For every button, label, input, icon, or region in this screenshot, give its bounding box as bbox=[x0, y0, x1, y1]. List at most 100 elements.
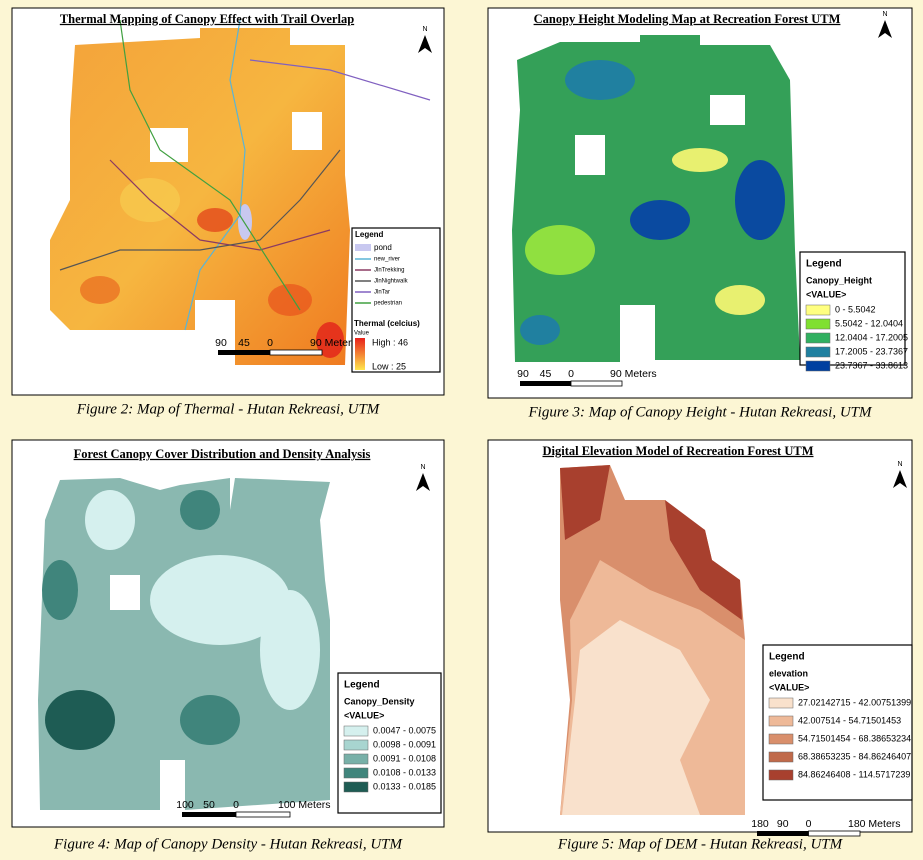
caption: Figure 5: Map of DEM - Hutan Rekreasi, U… bbox=[557, 836, 844, 852]
legend-label: JlnTar bbox=[374, 290, 390, 296]
legend-title: Legend bbox=[806, 259, 842, 270]
legend-label: 0.0108 - 0.0133 bbox=[373, 767, 436, 777]
north-arrow bbox=[418, 35, 432, 53]
legend-label: pedestrian bbox=[374, 301, 402, 307]
map-title: Canopy Height Modeling Map at Recreation… bbox=[534, 12, 841, 26]
canopy-height-map bbox=[512, 35, 800, 362]
scale-label: 90 Meters bbox=[610, 368, 657, 380]
trail bbox=[249, 59, 431, 101]
legend-patch bbox=[805, 332, 831, 344]
map-title: Thermal Mapping of Canopy Effect with Tr… bbox=[60, 12, 354, 26]
legend-subfield: <VALUE> bbox=[806, 289, 846, 299]
trail bbox=[184, 19, 246, 331]
scale-label: 90 bbox=[517, 368, 529, 380]
scale-label: 0 bbox=[267, 337, 273, 349]
scale-label: 90 Meters bbox=[310, 337, 357, 349]
legend-high: High : 46 bbox=[372, 337, 408, 347]
legend-label: 0.0133 - 0.0185 bbox=[373, 781, 436, 791]
legend-patch bbox=[768, 733, 794, 745]
scale-label: 0 bbox=[233, 799, 239, 811]
legend-patch bbox=[768, 769, 794, 781]
legend-subfield: <VALUE> bbox=[344, 710, 384, 720]
legend-patch bbox=[768, 751, 794, 763]
scale-bar bbox=[520, 381, 571, 386]
north-arrow bbox=[878, 20, 892, 38]
scale-bar bbox=[757, 831, 809, 836]
scale-label: 0 bbox=[568, 368, 574, 380]
scale-label: 100 bbox=[176, 799, 194, 811]
scale-bar bbox=[269, 349, 323, 356]
legend-label: 23.7367 - 33.8613 bbox=[835, 360, 908, 370]
legend-label: 27.02142715 - 42.00751399 bbox=[798, 697, 911, 707]
scale-label: 90 bbox=[215, 337, 227, 349]
caption: Figure 4: Map of Canopy Density - Hutan … bbox=[53, 836, 404, 852]
legend-label: 17.2005 - 23.7367 bbox=[835, 346, 908, 356]
map-annotations: Thermal Mapping of Canopy Effect with Tr… bbox=[53, 11, 913, 852]
legend-patch bbox=[805, 318, 831, 330]
legend-field: elevation bbox=[769, 668, 808, 678]
legend-title: Legend bbox=[344, 680, 380, 691]
legend-title: Legend bbox=[769, 652, 805, 663]
north-arrow bbox=[893, 470, 907, 488]
legend-label: 0.0047 - 0.0075 bbox=[373, 725, 436, 735]
scale-bar bbox=[235, 811, 291, 818]
legend-label: 68.38653235 - 84.86246407 bbox=[798, 751, 911, 761]
scale-bar bbox=[218, 350, 270, 355]
scale-bar bbox=[808, 830, 861, 837]
scale-bar bbox=[570, 380, 623, 387]
scale-label: 90 bbox=[777, 818, 789, 830]
scale-label: 45 bbox=[238, 337, 250, 349]
legend-label: 0.0091 - 0.0108 bbox=[373, 753, 436, 763]
scale-label: 180 Meters bbox=[848, 818, 901, 830]
trail bbox=[59, 149, 341, 271]
legend-label: new_river bbox=[374, 257, 400, 263]
legend-patch bbox=[768, 697, 794, 709]
trails bbox=[59, 19, 431, 331]
trail bbox=[119, 19, 301, 311]
north-label: N bbox=[420, 464, 425, 471]
trail bbox=[109, 159, 331, 251]
legend-patch bbox=[343, 725, 369, 737]
legend-value: Value bbox=[354, 331, 370, 337]
canopy-density-map bbox=[38, 478, 330, 810]
dem-map bbox=[560, 465, 745, 815]
legend-label: 0.0098 - 0.0091 bbox=[373, 739, 436, 749]
legend-patch bbox=[355, 244, 371, 251]
scale-label: 0 bbox=[806, 818, 812, 830]
legend-label: JlnTrekking bbox=[374, 268, 404, 274]
legend-title: Legend bbox=[355, 230, 384, 239]
scale-label: 50 bbox=[203, 799, 215, 811]
legend-label: 5.5042 - 12.0404 bbox=[835, 318, 903, 328]
north-label: N bbox=[422, 26, 427, 33]
map-title: Forest Canopy Cover Distribution and Den… bbox=[74, 447, 371, 461]
scale-label: 45 bbox=[540, 368, 552, 380]
legend-patch bbox=[805, 346, 831, 358]
legend-box bbox=[351, 227, 441, 373]
legend-patch bbox=[343, 753, 369, 765]
legend-field: Canopy_Height bbox=[806, 275, 872, 285]
map-title: Digital Elevation Model of Recreation Fo… bbox=[542, 444, 813, 458]
legend-label: 54.71501454 - 68.38653234 bbox=[798, 733, 911, 743]
scale-label: 100 Meters bbox=[278, 799, 331, 811]
legend-subfield: <VALUE> bbox=[769, 682, 809, 692]
scale-label: 180 bbox=[751, 818, 769, 830]
caption: Figure 3: Map of Canopy Height - Hutan R… bbox=[527, 404, 873, 420]
legend-ramp bbox=[355, 338, 365, 370]
legend-patch bbox=[343, 767, 369, 779]
caption: Figure 2: Map of Thermal - Hutan Rekreas… bbox=[76, 401, 381, 417]
legend-patch bbox=[805, 360, 831, 372]
north-label: N bbox=[882, 11, 887, 18]
scale-bar bbox=[182, 812, 236, 817]
legend-label: JlnNightwalk bbox=[374, 279, 409, 285]
legend-label: 42.007514 - 54.71501453 bbox=[798, 715, 901, 725]
legend-field: Thermal (celcius) bbox=[354, 319, 420, 328]
legend-field: Canopy_Density bbox=[344, 696, 415, 706]
north-label: N bbox=[897, 461, 902, 468]
legend-label: pond bbox=[374, 243, 392, 252]
legend-patch bbox=[768, 715, 794, 727]
legend-low: Low : 25 bbox=[372, 361, 406, 371]
legend-label: 0 - 5.5042 bbox=[835, 304, 876, 314]
legend-label: 84.86246408 - 114.5717239 bbox=[798, 769, 910, 779]
legend-patch bbox=[805, 304, 831, 316]
